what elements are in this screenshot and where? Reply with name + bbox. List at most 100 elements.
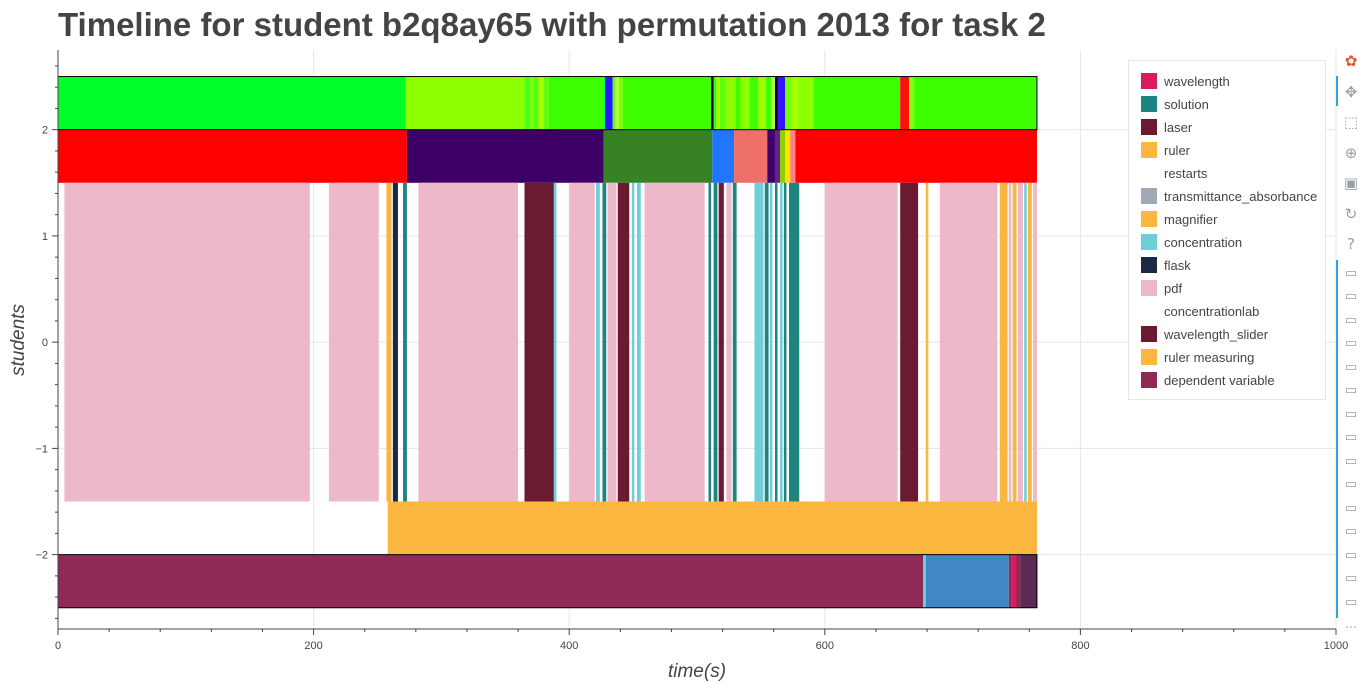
hover-tool-icon[interactable]: ▭: [1344, 477, 1358, 492]
legend-swatch: [1141, 349, 1157, 365]
pan-icon[interactable]: ✥: [1344, 82, 1358, 101]
hover-tool-icon[interactable]: ▭: [1344, 289, 1358, 304]
timeline-segment: [909, 76, 915, 130]
timeline-segment: [732, 182, 737, 502]
timeline-segment: [603, 76, 605, 130]
hover-tool-icon[interactable]: ▭: [1344, 406, 1358, 422]
hover-tool-icon[interactable]: ▭: [1344, 383, 1358, 398]
hover-tool-icon[interactable]: ▭: [1344, 430, 1358, 445]
timeline-segment: [1017, 182, 1023, 502]
hover-tool-icon[interactable]: ▭: [1344, 453, 1358, 469]
timeline-segment: [925, 182, 929, 502]
legend-item[interactable]: magnifier: [1141, 209, 1217, 229]
timeline-segment: [749, 76, 759, 130]
timeline-segment: [900, 76, 910, 130]
legend-swatch: [1141, 280, 1157, 296]
timeline-segment: [64, 182, 310, 502]
y-axis-label: students: [8, 304, 29, 376]
timeline-segment: [780, 129, 786, 183]
timeline-segment: [914, 76, 1037, 130]
timeline-segment: [771, 76, 775, 130]
hover-tool-icon[interactable]: ▭: [1344, 571, 1358, 586]
legend-label: wavelength_slider: [1164, 326, 1269, 342]
timeline-segment: [813, 76, 901, 130]
timeline-segment: [596, 182, 600, 502]
timeline-segment: [523, 76, 526, 130]
legend-label: concentrationlab: [1164, 303, 1260, 319]
logo-icon[interactable]: ✿: [1344, 52, 1358, 70]
reset-icon[interactable]: ↻: [1344, 204, 1358, 223]
timeline-segment: [754, 182, 764, 502]
timeline-segment: [386, 182, 392, 502]
timeline-segment: [1008, 182, 1012, 502]
timeline-segment: [764, 182, 769, 502]
legend-swatch: [1141, 211, 1157, 227]
timeline-segment: [418, 182, 519, 502]
help-icon[interactable]: ?: [1347, 235, 1355, 253]
timeline-segment: [774, 76, 778, 130]
legend-item[interactable]: flask: [1141, 255, 1191, 275]
active-hover-indicator: [1336, 260, 1338, 618]
legend-item[interactable]: wavelength: [1141, 71, 1230, 91]
legend-swatch: [1141, 303, 1157, 319]
hover-tool-icon[interactable]: ▭: [1344, 312, 1358, 328]
hover-tool-icon[interactable]: ▭: [1344, 547, 1358, 563]
wheel-zoom-icon[interactable]: ⊕: [1344, 143, 1358, 162]
hover-tool-icon[interactable]: ▭: [1344, 500, 1358, 516]
timeline-segment: [780, 182, 783, 502]
legend-swatch: [1141, 234, 1157, 250]
legend-item[interactable]: ruler: [1141, 140, 1190, 160]
legend-item[interactable]: pdf: [1141, 278, 1182, 298]
legend-label: magnifier: [1164, 211, 1218, 227]
legend-item[interactable]: transmittance_absorbance: [1141, 186, 1317, 206]
timeline-segment: [569, 182, 595, 502]
timeline-segment: [328, 182, 379, 502]
legend-swatch: [1141, 188, 1157, 204]
hover-tool-icon[interactable]: ▭: [1344, 359, 1358, 375]
save-icon[interactable]: ▣: [1343, 174, 1359, 192]
x-tick-label: 0: [55, 640, 61, 652]
legend-item[interactable]: ruler measuring: [1141, 347, 1254, 367]
legend-item[interactable]: dependent variable: [1141, 370, 1275, 390]
timeline-segment: [791, 76, 798, 130]
hover-tool-icon[interactable]: ▭: [1344, 524, 1358, 539]
timeline-segment: [783, 182, 787, 502]
legend-item[interactable]: concentration: [1141, 232, 1242, 252]
timeline-segment: [726, 182, 732, 502]
legend-swatch: [1141, 73, 1157, 89]
timeline-segment: [553, 182, 557, 502]
legend-item[interactable]: solution: [1141, 94, 1209, 114]
timeline-segment: [785, 129, 791, 183]
legend-label: wavelength: [1164, 73, 1230, 89]
y-tick-label: −1: [35, 443, 48, 455]
timeline-segment: [758, 76, 767, 130]
legend-swatch: [1141, 372, 1157, 388]
y-tick-label: 0: [42, 337, 48, 349]
timeline-segment: [615, 76, 620, 130]
timeline-segment: [631, 182, 635, 502]
legend-label: ruler measuring: [1164, 349, 1255, 365]
timeline-segment: [1028, 182, 1032, 502]
legend-label: flask: [1164, 257, 1191, 273]
legend-item[interactable]: wavelength_slider: [1141, 324, 1268, 344]
timeline-segment: [644, 182, 705, 502]
box-zoom-icon[interactable]: ⬚: [1343, 113, 1359, 131]
legend-label: solution: [1164, 96, 1209, 112]
x-tick-label: 600: [816, 640, 834, 652]
legend-item[interactable]: restarts: [1141, 163, 1207, 183]
timeline-segment: [774, 129, 781, 183]
hover-tool-icon[interactable]: ▭: [1344, 265, 1358, 281]
timeline-segment: [1016, 554, 1021, 608]
timeline-segment: [1020, 554, 1037, 608]
hover-tool-icon[interactable]: ▭: [1344, 594, 1358, 610]
timeline-segment: [543, 76, 549, 130]
legend-item[interactable]: concentrationlab: [1141, 301, 1259, 321]
active-tool-indicator: [1336, 76, 1338, 106]
more-tools-icon[interactable]: ⋯: [1345, 620, 1357, 634]
legend-item[interactable]: laser: [1141, 117, 1192, 137]
hover-tool-icon[interactable]: ▭: [1344, 336, 1358, 351]
timeline-segment: [797, 76, 814, 130]
timeline-segment: [636, 182, 641, 502]
timeline-segment: [789, 182, 800, 502]
y-tick-label: −2: [35, 550, 48, 562]
